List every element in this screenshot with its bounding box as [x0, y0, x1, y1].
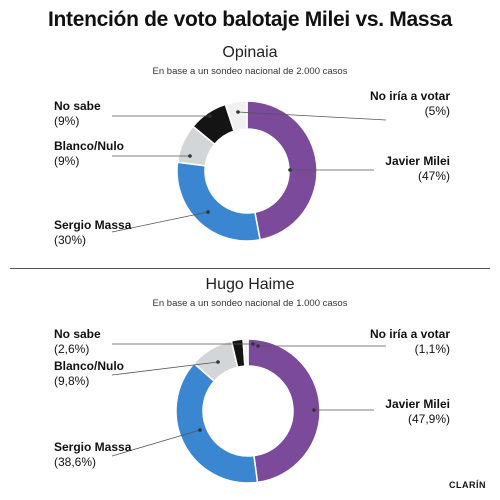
- chart-1-label-noiria: No iría a votar (5%): [310, 89, 450, 119]
- chart-2-leader-massa: [111, 429, 201, 457]
- chart-1-leader-dot-milei: [288, 168, 292, 172]
- chart-2-label-nosabe: No sabe (2,6%): [54, 327, 194, 357]
- chart-2-label-noiria-value: (1,1%): [414, 342, 450, 356]
- chart-2-leader-dot-milei: [312, 408, 316, 412]
- chart-1-label-milei-value: (47%): [417, 169, 450, 183]
- brand-logo: CLARÍN: [449, 480, 486, 490]
- chart-1-label-noiria-name: No iría a votar: [369, 89, 450, 103]
- chart-1-leader-dot-massa: [206, 210, 210, 214]
- chart-2-label-blanco-name: Blanco/Nulo: [54, 359, 125, 373]
- chart-2-label-milei-value: (47,9%): [407, 412, 450, 426]
- chart-1-label-nosabe-name: No sabe: [54, 99, 101, 113]
- chart-2-slice-noiria: [242, 338, 249, 367]
- chart-2-label-milei-name: Javier Milei: [385, 397, 450, 411]
- chart-1-slice-noiria: [224, 100, 248, 133]
- chart-2-leader-dot-noiria: [256, 344, 260, 348]
- chart-1-title: Opinaia: [222, 44, 278, 61]
- chart-1-label-massa-value: (30%): [54, 233, 87, 247]
- chart-1-leader-noiria: [237, 111, 387, 121]
- section-divider: [10, 268, 490, 269]
- chart-1-slice-milei: [246, 100, 318, 241]
- chart-2-label-massa-value: (38,6%): [54, 455, 97, 469]
- chart-2-label-nosabe-value: (2,6%): [54, 342, 90, 356]
- chart-1-donut: [111, 100, 387, 242]
- chart-1-label-milei-name: Javier Milei: [385, 154, 450, 168]
- chart-1-label-massa-name: Sergio Massa: [54, 218, 132, 232]
- chart-2-leader-blanco: [111, 361, 219, 376]
- chart-2-leader-dot-nosabe: [251, 342, 255, 346]
- chart-2-label-massa: Sergio Massa (38,6%): [54, 440, 194, 470]
- chart-2-label-blanco: Blanco/Nulo (9,8%): [54, 359, 194, 389]
- chart-1-label-nosabe-value: (9%): [54, 114, 80, 128]
- chart-2-label-noiria-name: No iría a votar: [369, 327, 450, 341]
- chart-1-leader-massa: [111, 211, 209, 233]
- chart-1-label-massa: Sergio Massa (30%): [54, 218, 194, 248]
- chart-2-label-blanco-value: (9,8%): [54, 374, 90, 388]
- chart-2-slice-milei: [247, 338, 321, 484]
- chart-1-label-milei: Javier Milei (47%): [310, 154, 450, 184]
- chart-2-label-milei: Javier Milei (47,9%): [310, 397, 450, 427]
- chart-1-leader-dot-blanco: [188, 154, 192, 158]
- chart-2-leader-dot-massa: [198, 428, 202, 432]
- chart-2-label-noiria: No iría a votar (1,1%): [310, 327, 450, 357]
- chart-2-title: Hugo Haime: [205, 276, 295, 293]
- chart-1-leader-dot-nosabe: [208, 114, 212, 118]
- chart-1-label-blanco: Blanco/Nulo (9%): [54, 139, 194, 169]
- chart-2-subtitle: En base a un sondeo nacional de 1.000 ca…: [152, 298, 348, 309]
- chart-2-slice-massa: [175, 362, 259, 484]
- chart-2-label-massa-name: Sergio Massa: [54, 440, 132, 454]
- chart-1-label-noiria-value: (5%): [424, 104, 450, 118]
- chart-1-subtitle: En base a un sondeo nacional de 2.000 ca…: [152, 66, 348, 77]
- chart-1-label-nosabe: No sabe (9%): [54, 99, 194, 129]
- chart-1-leader-dot-noiria: [236, 110, 240, 114]
- chart-1-label-blanco-name: Blanco/Nulo: [54, 139, 125, 153]
- chart-2-label-nosabe-name: No sabe: [54, 327, 101, 341]
- chart-2-leader-dot-blanco: [216, 360, 220, 364]
- chart-1-label-blanco-value: (9%): [54, 154, 80, 168]
- chart-main-title: Intención de voto balotaje Milei vs. Mas…: [47, 8, 452, 31]
